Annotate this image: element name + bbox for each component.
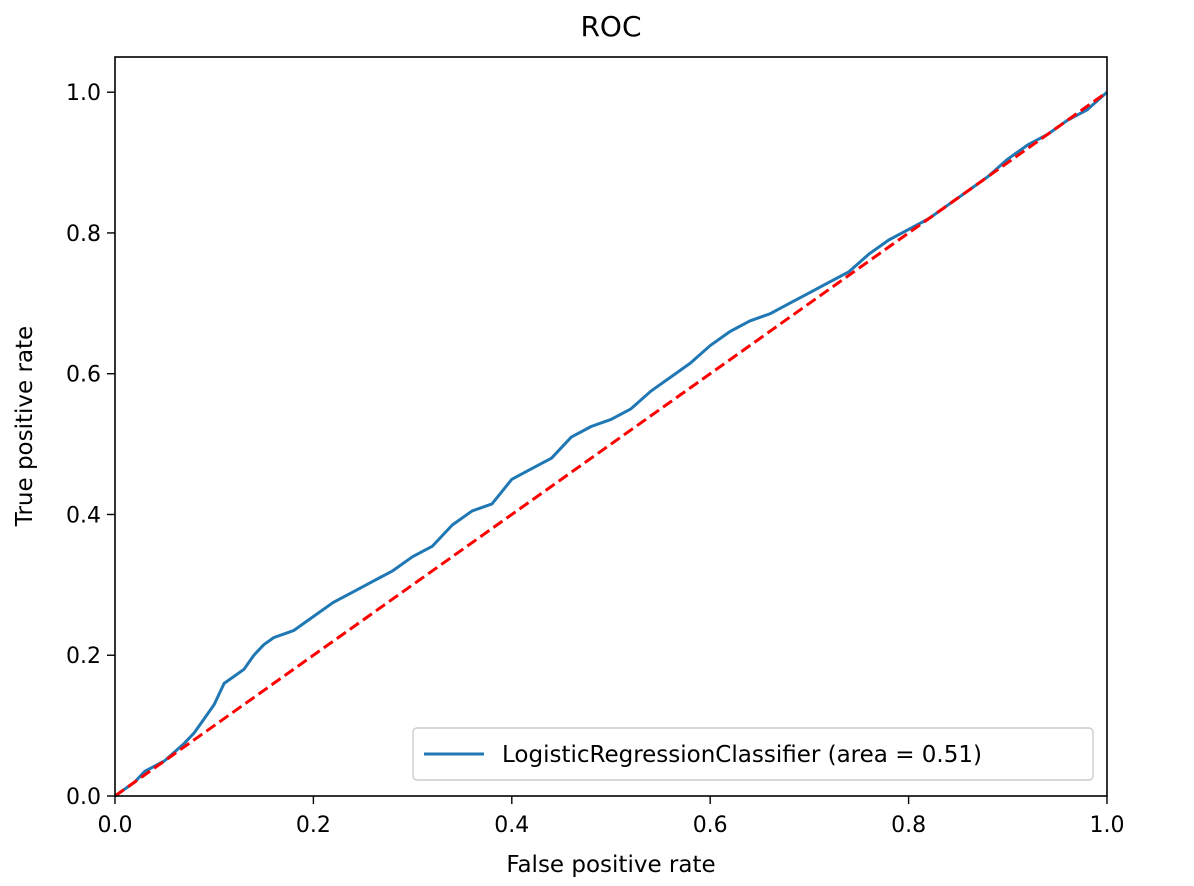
- plot-frame: [114, 56, 1108, 797]
- y-tick-label: 1.0: [66, 81, 101, 106]
- y-tick-label: 0.8: [66, 222, 101, 247]
- y-tick-label: 0.0: [66, 785, 101, 810]
- x-tick-label: 0.6: [693, 813, 728, 838]
- y-tick-label: 0.4: [66, 503, 101, 528]
- y-axis-ticks: 0.0 0.2 0.4 0.6 0.8 1.0: [66, 81, 115, 810]
- y-axis-label: True positive rate: [12, 326, 38, 527]
- x-tick-label: 0.4: [494, 813, 529, 838]
- x-tick-label: 0.8: [891, 813, 926, 838]
- random-chance-diagonal-line: [114, 90, 1108, 798]
- x-axis-ticks: 0.0 0.2 0.4 0.6 0.8 1.0: [98, 796, 1125, 838]
- chart-title: ROC: [580, 10, 641, 43]
- x-tick-label: 0.2: [296, 813, 331, 838]
- series-layer: [114, 90, 1108, 798]
- x-axis-label: False positive rate: [506, 852, 715, 878]
- roc-curve-line: [114, 91, 1108, 798]
- legend-box: [412, 727, 1094, 781]
- y-tick-label: 0.2: [66, 644, 101, 669]
- y-tick-label: 0.6: [66, 363, 101, 388]
- legend: LogisticRegressionClassifier (area = 0.5…: [412, 727, 1094, 781]
- legend-label-roc-curve: LogisticRegressionClassifier (area = 0.5…: [502, 742, 982, 768]
- x-tick-label: 1.0: [1090, 813, 1125, 838]
- x-tick-label: 0.0: [98, 813, 133, 838]
